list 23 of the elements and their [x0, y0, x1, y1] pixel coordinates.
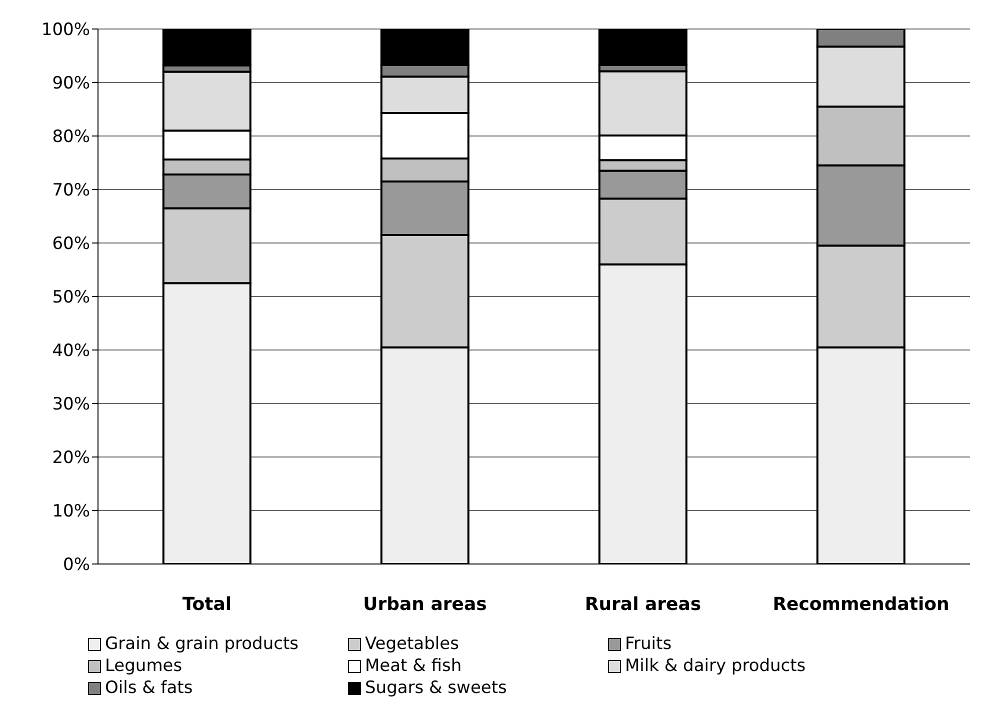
y-tick-label: 50%: [52, 288, 90, 308]
x-tick-label: Rural areas: [584, 594, 702, 615]
legend-label: Milk & dairy products: [625, 656, 806, 676]
legend-label: Sugars & sweets: [365, 678, 507, 698]
legend-label: Fruits: [625, 634, 672, 654]
y-tick-label: 80%: [52, 127, 90, 148]
legend-label: Vegetables: [365, 634, 459, 654]
legend-label: Grain & grain products: [105, 634, 298, 654]
y-tick-label: 10%: [52, 502, 90, 522]
y-tick-label: 0%: [63, 555, 90, 576]
x-tick-label: Urban areas: [363, 594, 487, 615]
y-tick-label: 20%: [52, 448, 90, 468]
y-tick-label: 100%: [41, 20, 90, 40]
y-tick-label: 70%: [52, 180, 90, 201]
legend-label: Meat & fish: [365, 656, 462, 676]
y-tick-label: 60%: [52, 234, 90, 254]
legend-label: Oils & fats: [105, 678, 193, 698]
y-tick-label: 40%: [52, 341, 90, 362]
x-tick-label: Recommendation: [772, 594, 950, 615]
y-tick-label: 90%: [52, 74, 90, 94]
y-tick-label: 30%: [52, 394, 90, 415]
x-tick-label: Total: [182, 594, 232, 615]
legend-label: Legumes: [105, 656, 182, 676]
